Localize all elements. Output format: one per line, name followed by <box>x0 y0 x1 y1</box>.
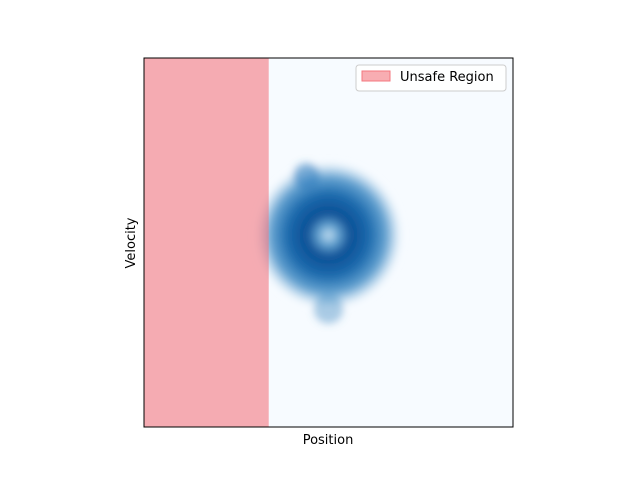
density-lobe <box>293 163 320 189</box>
legend-label-unsafe: Unsafe Region <box>400 70 494 85</box>
density-blob <box>254 161 403 309</box>
y-axis-label: Velocity <box>124 217 139 268</box>
unsafe-region <box>144 58 269 427</box>
legend: Unsafe Region <box>355 64 507 92</box>
x-axis-label: Position <box>303 433 354 448</box>
density-lobe <box>313 294 344 324</box>
plot-area <box>144 58 513 427</box>
legend-box <box>355 64 507 92</box>
density-blob-group <box>254 161 403 324</box>
plot-frame <box>143 57 514 428</box>
legend-swatch-unsafe <box>361 70 391 82</box>
